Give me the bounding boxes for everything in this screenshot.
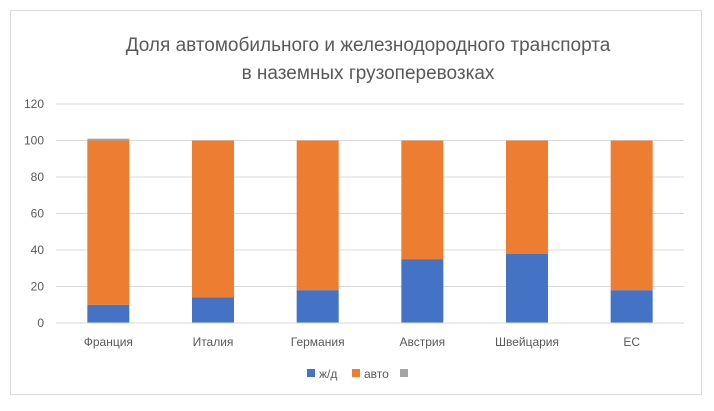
bar-segment-series-1-5: [610, 140, 653, 291]
bar-segment-series-0-3: [401, 259, 444, 323]
bar-segment-series-1-1: [192, 140, 234, 298]
y-tick-label: 40: [31, 243, 45, 257]
bar-segment-series-0-1: [192, 297, 234, 323]
chart-title: Доля автомобильного и железнодородного т…: [126, 35, 611, 84]
y-axis-tick-labels: 0 20 40 60 80 100 120: [24, 97, 44, 330]
x-tick-label: Швейцария: [495, 335, 559, 349]
bar-segment-other-0: [87, 138, 130, 141]
bar-segment-series-0-2: [296, 290, 339, 323]
chart-title-line-2: в наземных грузоперевозках: [242, 63, 495, 84]
legend-swatch: [352, 369, 360, 377]
gridlines: [56, 103, 684, 287]
x-tick-label: Франция: [84, 335, 133, 349]
x-tick-label: Австрия: [400, 335, 446, 349]
bars: [87, 138, 653, 323]
legend-swatch: [400, 369, 408, 377]
legend: ж/д авто: [307, 367, 408, 381]
x-tick-label: Германия: [291, 335, 345, 349]
legend-swatch: [307, 369, 315, 377]
y-tick-label: 120: [24, 97, 44, 111]
y-tick-label: 0: [37, 316, 44, 330]
x-tick-label: ЕС: [623, 335, 640, 349]
x-axis-tick-labels: Франция Италия Германия Австрия Швейцария ЕС: [84, 335, 641, 349]
bar-segment-series-0-0: [87, 304, 130, 323]
bar-segment-series-1-3: [401, 140, 444, 260]
legend-label: ж/д: [319, 367, 337, 381]
bar-segment-series-1-0: [87, 140, 130, 305]
y-tick-label: 80: [31, 170, 45, 184]
bar-segment-series-0-5: [610, 290, 653, 323]
legend-label: авто: [364, 367, 389, 381]
x-tick-label: Италия: [193, 335, 234, 349]
chart-title-line-1: Доля автомобильного и железнодородного т…: [126, 35, 611, 56]
y-tick-label: 20: [31, 280, 45, 294]
bar-segment-series-1-4: [506, 140, 548, 254]
bar-segment-series-0-4: [506, 253, 548, 323]
bar-segment-series-1-2: [296, 140, 339, 291]
y-tick-label: 60: [31, 207, 45, 221]
y-tick-label: 100: [24, 134, 44, 148]
